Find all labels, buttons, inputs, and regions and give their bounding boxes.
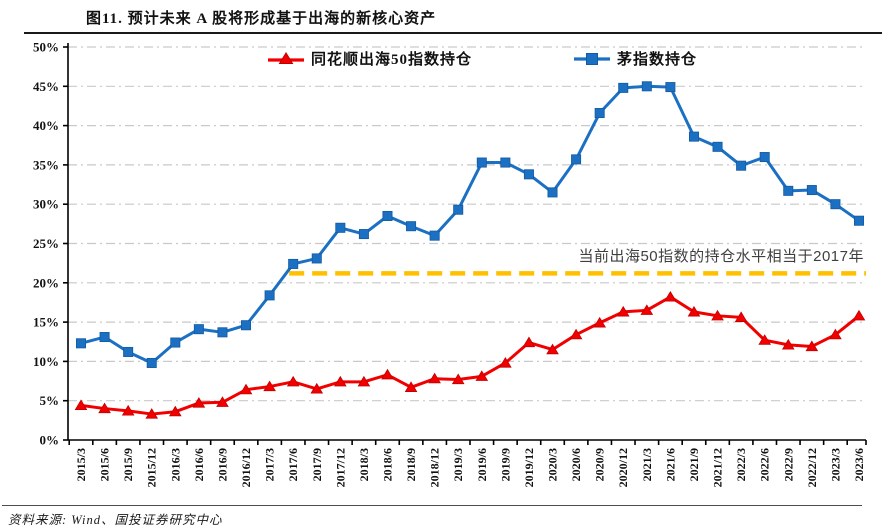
- x-tick-label: 2018/6: [380, 448, 394, 481]
- legend-label: 同花顺出海50指数持仓: [311, 52, 473, 68]
- x-tick-label: 2018/9: [404, 448, 418, 481]
- x-tick-label: 2021/12: [711, 448, 725, 487]
- x-tick-label: 2015/12: [145, 448, 159, 487]
- axes: [63, 43, 867, 445]
- reference-line-label: 当前出海50指数的持仓水平相当于2017年: [578, 248, 864, 265]
- footer-divider: [2, 505, 862, 506]
- x-tick-label: 2018/12: [428, 448, 442, 487]
- y-tick-label: 5%: [40, 393, 60, 408]
- x-tick-label: 2015/3: [74, 448, 88, 481]
- series-line-1: [80, 84, 860, 365]
- y-tick-label: 0%: [40, 433, 60, 448]
- y-tick-label: 30%: [33, 197, 59, 212]
- series-markers-0: [74, 290, 866, 419]
- title-divider: [24, 32, 882, 34]
- x-tick-label: 2021/3: [640, 448, 654, 481]
- x-tick-label: 2016/3: [168, 448, 182, 481]
- series-line-0: [80, 295, 860, 416]
- x-tick-label: 2020/3: [546, 448, 560, 481]
- x-axis-labels: 2015/3 2015/6 2015/9 2015/12 2016/3 2016/6 201…: [74, 448, 866, 487]
- x-tick-label: 2023/3: [828, 448, 842, 481]
- x-tick-label: 2016/6: [192, 448, 206, 481]
- figure-title: 图11. 预计未来 A 股将形成基于出海的新核心资产: [86, 11, 437, 27]
- x-tick-label: 2021/6: [663, 448, 677, 481]
- x-tick-label: 2017/6: [286, 448, 300, 481]
- y-tick-label: 25%: [33, 236, 59, 251]
- x-tick-label: 2022/12: [805, 448, 819, 487]
- series-markers-1: [76, 81, 865, 368]
- x-tick-label: 2022/6: [758, 448, 772, 481]
- x-tick-label: 2022/9: [781, 448, 795, 481]
- x-tick-label: 2019/6: [475, 448, 489, 481]
- x-tick-label: 2022/3: [734, 448, 748, 481]
- x-tick-label: 2020/9: [593, 448, 607, 481]
- legend-item-mao-index: 茅指数持仓: [574, 48, 697, 69]
- x-tick-label: 2020/6: [569, 448, 583, 481]
- x-tick-label: 2020/12: [616, 448, 630, 487]
- y-axis-labels: 0% 5% 10% 15% 20% 25% 30% 35% 40% 45% 50%: [33, 40, 59, 448]
- legend-label: 茅指数持仓: [617, 52, 698, 68]
- red-triangle-line-icon: [268, 51, 304, 66]
- y-tick-label: 40%: [33, 118, 59, 133]
- y-tick-label: 15%: [33, 315, 59, 330]
- gridlines: [68, 46, 866, 402]
- x-tick-label: 2016/12: [239, 448, 253, 487]
- x-tick-label: 2017/12: [333, 448, 347, 487]
- x-tick-label: 2018/3: [357, 448, 371, 481]
- chart-legend: 同花顺出海50指数持仓 茅指数持仓: [268, 48, 697, 69]
- y-tick-label: 35%: [33, 157, 59, 172]
- x-tick-label: 2019/3: [451, 448, 465, 481]
- x-tick-label: 2017/3: [263, 448, 277, 481]
- x-tick-label: 2017/9: [310, 448, 324, 481]
- y-tick-label: 50%: [33, 40, 59, 55]
- y-tick-label: 10%: [33, 354, 59, 369]
- source-note: 资料来源: Wind、国投证券研究中心: [8, 513, 223, 527]
- blue-square-line-icon: [574, 52, 611, 66]
- x-tick-label: 2015/6: [98, 448, 112, 481]
- x-tick-label: 2015/9: [121, 448, 135, 481]
- x-tick-label: 2019/9: [498, 448, 512, 481]
- y-tick-label: 20%: [33, 275, 59, 290]
- x-tick-label: 2016/9: [215, 448, 229, 481]
- x-tick-label: 2023/6: [852, 448, 866, 481]
- y-tick-label: 45%: [33, 79, 59, 94]
- x-tick-label: 2019/12: [522, 448, 536, 487]
- legend-item-overseas50: 同花顺出海50指数持仓: [268, 48, 472, 69]
- x-tick-label: 2021/9: [687, 448, 701, 481]
